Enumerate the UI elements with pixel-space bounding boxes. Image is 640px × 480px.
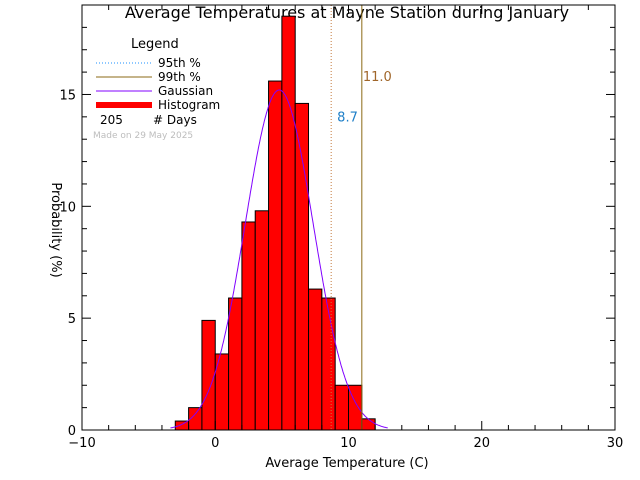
histogram-bar	[294, 102, 310, 431]
y-tick-label: 5	[68, 312, 76, 327]
legend-histogram-label: Histogram	[158, 98, 220, 112]
y-tick-label: 0	[68, 424, 76, 439]
legend-gaussian-label: Gaussian	[158, 84, 213, 98]
p99-label: 11.0	[363, 70, 392, 85]
histogram-bar	[201, 319, 216, 431]
histogram-bar	[241, 221, 256, 431]
histogram-bar	[308, 288, 323, 431]
x-axis-label: Average Temperature (C)	[265, 456, 428, 471]
histogram-bar	[228, 297, 243, 431]
legend-days-label: # Days	[153, 113, 197, 127]
histogram-bar	[174, 420, 190, 431]
histogram-bar	[321, 297, 336, 431]
x-tick-label: −10	[68, 436, 95, 451]
histogram-bar	[361, 418, 376, 431]
histogram-bar	[334, 384, 349, 431]
x-tick-label: 30	[607, 436, 624, 451]
legend-days-count: 205	[100, 113, 123, 127]
x-tick-label: 10	[340, 436, 357, 451]
p95-label: 8.7	[337, 110, 358, 125]
gaussian-curve-group	[170, 89, 388, 429]
legend-p95-label: 95th %	[158, 56, 201, 70]
histogram-bar	[254, 210, 270, 431]
y-tick-label: 10	[59, 200, 76, 215]
histogram-bar	[268, 80, 283, 431]
y-axis-label: Probability (%)	[48, 182, 63, 277]
made-on-note: Made on 29 May 2025	[93, 131, 193, 141]
y-tick-label: 15	[59, 88, 76, 103]
chart-title: Average Temperatures at Mayne Station du…	[125, 3, 569, 22]
x-tick-label: 0	[211, 436, 219, 451]
histogram-bars	[174, 15, 376, 431]
legend-title: Legend	[131, 37, 179, 52]
x-tick-label: 20	[473, 436, 490, 451]
gaussian-curve	[170, 89, 388, 429]
percentile-lines: 8.7 11.0	[330, 5, 392, 430]
legend-p99-label: 99th %	[158, 70, 201, 84]
histogram-bar	[281, 15, 296, 431]
